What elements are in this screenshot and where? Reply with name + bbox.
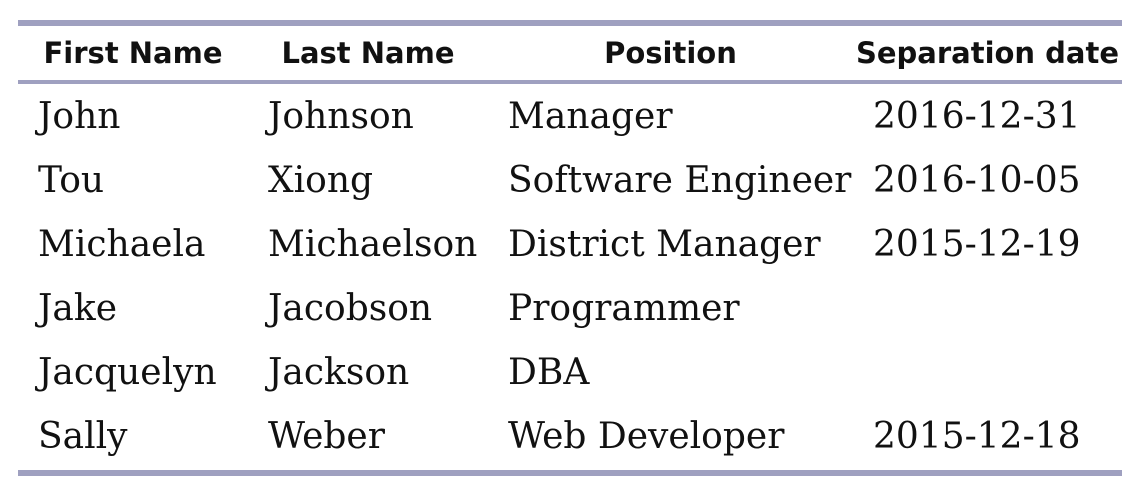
table-top-rule <box>18 20 1122 26</box>
cell-first-name: Michaela <box>38 223 206 265</box>
table-row: Jake Jacobson Programmer <box>18 276 1122 340</box>
header-first-name: First Name <box>43 36 223 70</box>
cell-position: DBA <box>508 351 590 393</box>
cell-separation-date <box>853 340 1122 404</box>
employee-table-body: John Johnson Manager 2016-12-31 Tou Xion… <box>18 84 1122 468</box>
table-row: John Johnson Manager 2016-12-31 <box>18 84 1122 148</box>
cell-position: Web Developer <box>508 415 785 457</box>
cell-last-name: Jackson <box>268 351 410 393</box>
table-row: Michaela Michaelson District Manager 201… <box>18 212 1122 276</box>
cell-separation-date: 2015-12-18 <box>873 415 1081 457</box>
header-row: First Name Last Name Position Separation… <box>18 26 1122 80</box>
cell-first-name: Jake <box>38 287 118 329</box>
table-row: Sally Weber Web Developer 2015-12-18 <box>18 404 1122 468</box>
cell-separation-date: 2015-12-19 <box>873 223 1081 265</box>
table-row: Jacquelyn Jackson DBA <box>18 340 1122 404</box>
header-last-name: Last Name <box>281 36 455 70</box>
employee-table: First Name Last Name Position Separation… <box>18 26 1122 80</box>
cell-position: Manager <box>508 95 673 137</box>
cell-first-name: John <box>38 95 121 137</box>
cell-last-name: Weber <box>268 415 385 457</box>
table-bottom-rule <box>18 470 1122 476</box>
cell-last-name: Johnson <box>268 95 414 137</box>
cell-last-name: Michaelson <box>268 223 478 265</box>
cell-first-name: Tou <box>38 159 105 201</box>
cell-separation-date: 2016-12-31 <box>873 95 1081 137</box>
cell-last-name: Jacobson <box>268 287 433 329</box>
cell-position: Software Engineer <box>508 159 852 201</box>
cell-separation-date <box>853 276 1122 340</box>
cell-last-name: Xiong <box>268 159 374 201</box>
cell-position: Programmer <box>508 287 740 329</box>
table-header-rule <box>18 80 1122 84</box>
cell-separation-date: 2016-10-05 <box>873 159 1081 201</box>
cell-position: District Manager <box>508 223 821 265</box>
header-separation-date: Separation date <box>855 36 1120 70</box>
cell-first-name: Sally <box>38 415 128 457</box>
employee-table-container: First Name Last Name Position Separation… <box>18 20 1122 476</box>
cell-first-name: Jacquelyn <box>38 351 217 393</box>
header-position: Position <box>604 36 737 70</box>
table-row: Tou Xiong Software Engineer 2016-10-05 <box>18 148 1122 212</box>
